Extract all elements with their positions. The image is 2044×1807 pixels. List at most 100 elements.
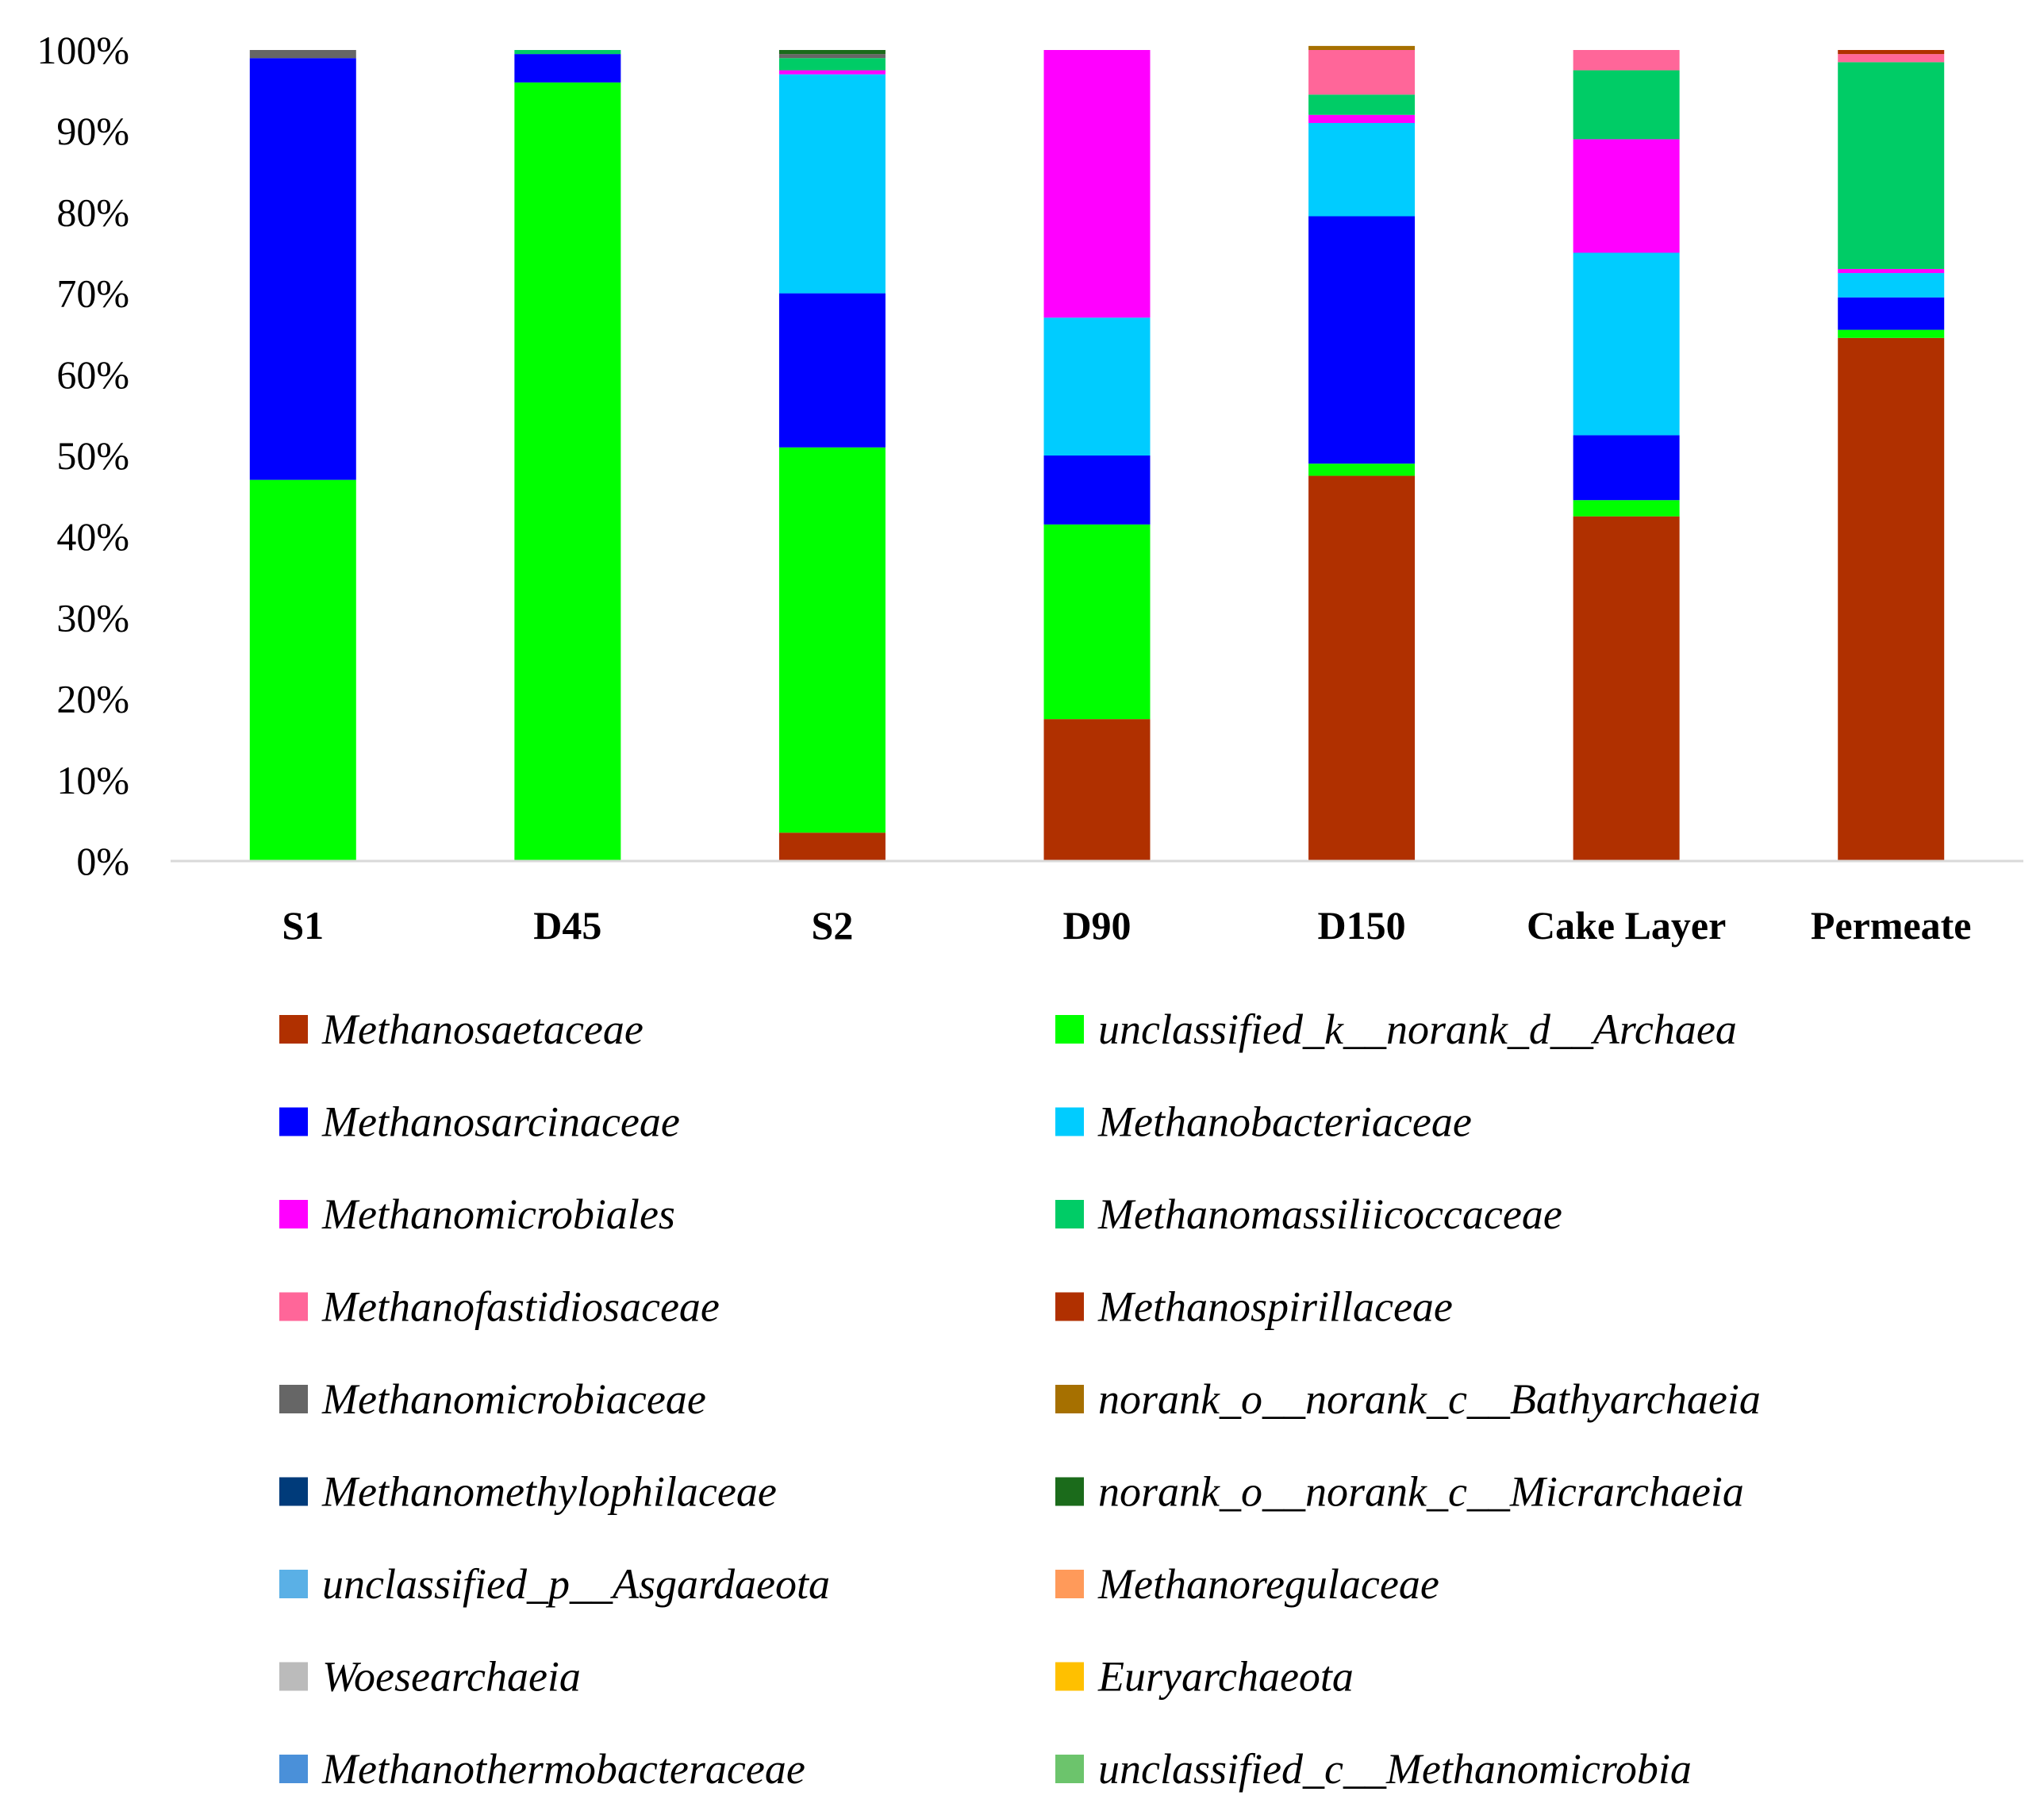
bar-segment-d45-unclassified-k-norank-d-archaea [514, 82, 621, 861]
legend-swatch-methanosaetaceae [279, 1015, 308, 1044]
x-category-label-permeate: Permeate [1811, 903, 1972, 948]
y-tick-label-0: 0% [76, 839, 129, 883]
legend-swatch-methanomassiliicoccaceae [1055, 1200, 1084, 1228]
bar-segment-s1-methanosarcinaceae [249, 58, 356, 480]
bar-segment-s2-methanobacteriaceae [778, 74, 886, 294]
legend-label-unclassified-p-asgardaeota: unclassified_p__Asgardaeota [322, 1560, 830, 1608]
legend-label-methanofastidiosaceae: Methanofastidiosaceae [321, 1283, 720, 1331]
bar-segment-cake-layer-methanosarcinaceae [1573, 435, 1680, 501]
x-category-label-s1: S1 [282, 903, 324, 948]
bar-segment-d90-methanomicrobiales [1043, 50, 1151, 318]
bar-segment-cake-layer-methanobacteriaceae [1573, 252, 1680, 436]
bar-segment-cake-layer-methanosaetaceae [1573, 516, 1680, 861]
bar-segment-d150-methanomassiliicoccaceae [1308, 94, 1416, 115]
bar-segment-d90-methanobacteriaceae [1043, 317, 1151, 456]
y-tick-label-2: 20% [56, 677, 129, 721]
bar-segment-s2-methanomicrobiales [778, 70, 886, 75]
legend-label-unclassified-c-methanomicrobia: unclassified_c__Methanomicrobia [1098, 1745, 1692, 1793]
legend-label-methanoregulaceae: Methanoregulaceae [1097, 1560, 1439, 1608]
bar-segment-cake-layer-methanomassiliicoccaceae [1573, 70, 1680, 140]
y-tick-label-1: 10% [56, 758, 129, 802]
y-tick-label-9: 90% [56, 109, 129, 153]
bar-segment-d90-unclassified-k-norank-d-archaea [1043, 524, 1151, 720]
legend-label-euryarchaeota: Euryarchaeota [1097, 1653, 1354, 1701]
bar-segment-d150-methanosarcinaceae [1308, 216, 1416, 464]
legend-swatch-norank-o-norank-c-bathyarchaeia [1055, 1385, 1084, 1413]
legend-label-methanothermobacteraceae: Methanothermobacteraceae [321, 1745, 805, 1793]
legend-label-methanosarcinaceae: Methanosarcinaceae [321, 1098, 680, 1146]
bar-segment-s1-methanomicrobiaceae [249, 50, 356, 59]
y-tick-label-4: 40% [56, 514, 129, 559]
bar-segment-s2-methanosarcinaceae [778, 293, 886, 448]
legend-label-methanomicrobiales: Methanomicrobiales [321, 1190, 675, 1238]
bar-segment-d90-methanosarcinaceae [1043, 456, 1151, 525]
legend-swatch-euryarchaeota [1055, 1662, 1084, 1691]
legend-swatch-unclassified-c-methanomicrobia [1055, 1755, 1084, 1783]
legend: Methanosaetaceae unclassified_k__norank_d… [279, 1005, 1761, 1793]
legend-swatch-methanofastidiosaceae [279, 1292, 308, 1321]
x-category-label-d90: D90 [1062, 903, 1131, 948]
y-tick-label-5: 50% [56, 433, 129, 478]
legend-swatch-methanosarcinaceae [279, 1107, 308, 1136]
x-axis-category-labels: S1 D45 S2 D90 D150 Cake Layer Permeate [282, 903, 1971, 948]
bar-segment-permeate-methanosaetaceae [1838, 337, 1945, 861]
legend-swatch-methanothermobacteraceae [279, 1755, 308, 1783]
x-category-label-s2: S2 [812, 903, 854, 948]
legend-label-methanospirillaceae: Methanospirillaceae [1097, 1283, 1453, 1331]
y-tick-label-7: 70% [56, 271, 129, 316]
bar-segment-d150-methanomicrobiales [1308, 114, 1416, 123]
legend-label-norank-o-norank-c-bathyarchaeia: norank_o__norank_c__Bathyarchaeia [1098, 1375, 1761, 1423]
x-category-label-d45: D45 [533, 903, 601, 948]
bar-segment-d150-methanofastidiosaceae [1308, 50, 1416, 95]
y-tick-label-10: 100% [36, 28, 129, 72]
bar-segment-d45-methanosarcinaceae [514, 54, 621, 83]
legend-label-methanomassiliicoccaceae: Methanomassiliicoccaceae [1097, 1190, 1562, 1238]
bar-segment-permeate-methanosarcinaceae [1838, 297, 1945, 330]
x-category-label-d150: D150 [1318, 903, 1406, 948]
legend-swatch-methanobacteriaceae [1055, 1107, 1084, 1136]
bar-segment-cake-layer-methanomicrobiales [1573, 139, 1680, 253]
bar-segment-d150-norank-o-norank-c-bathyarchaeia [1308, 45, 1416, 50]
legend-swatch-norank-o-norank-c-micrarchaeia [1055, 1477, 1084, 1506]
legend-label-woesearchaeia: Woesearchaeia [322, 1653, 581, 1701]
bar-segment-permeate-unclassified-k-norank-d-archaea [1838, 329, 1945, 338]
bar-segment-d150-methanobacteriaceae [1308, 122, 1416, 217]
legend-swatch-methanoregulaceae [1055, 1570, 1084, 1598]
bar-segment-permeate-methanomicrobiales [1838, 268, 1945, 274]
bar-segment-permeate-methanofastidiosaceae [1838, 54, 1945, 63]
bar-segment-permeate-methanomassiliicoccaceae [1838, 62, 1945, 269]
y-tick-label-6: 60% [56, 352, 129, 397]
bar-segment-s2-methanosaetaceae [778, 832, 886, 861]
legend-swatch-methanomethylophilaceae [279, 1477, 308, 1506]
bar-segment-d150-unclassified-k-norank-d-archaea [1308, 463, 1416, 476]
bar-segment-cake-layer-unclassified-k-norank-d-archaea [1573, 500, 1680, 517]
legend-swatch-methanomicrobiaceae [279, 1385, 308, 1413]
bar-segment-d45-methanomassiliicoccaceae [514, 50, 621, 55]
legend-label-methanomethylophilaceae: Methanomethylophilaceae [321, 1468, 777, 1516]
bar-segment-d150-methanosaetaceae [1308, 475, 1416, 861]
legend-swatch-methanomicrobiales [279, 1200, 308, 1228]
legend-label-methanomicrobiaceae: Methanomicrobiaceae [321, 1375, 706, 1423]
legend-label-unclassified-k-norank-d-archaea: unclassified_k__norank_d__Archaea [1098, 1005, 1737, 1053]
legend-swatch-unclassified-p-asgardaeota [279, 1570, 308, 1598]
bar-segment-s2-methanomicrobiaceae [778, 54, 886, 59]
bar-segment-cake-layer-methanofastidiosaceae [1573, 50, 1680, 71]
bar-stacks [249, 45, 1945, 861]
bar-segment-permeate-methanospirillaceae [1838, 50, 1945, 55]
bar-segment-s2-unclassified-k-norank-d-archaea [778, 447, 886, 833]
y-tick-label-3: 30% [56, 595, 129, 640]
legend-swatch-methanospirillaceae [1055, 1292, 1084, 1321]
legend-label-methanosaetaceae: Methanosaetaceae [321, 1005, 644, 1053]
y-axis-tick-labels: 0% 10% 20% 30% 40% 50% 60% 70% 80% 90% 100% [36, 28, 129, 883]
x-category-label-cake-layer: Cake Layer [1527, 903, 1726, 948]
bar-segment-d90-methanosaetaceae [1043, 719, 1151, 861]
legend-label-norank-o-norank-c-micrarchaeia: norank_o__norank_c__Micrarchaeia [1098, 1468, 1744, 1516]
legend-label-methanobacteriaceae: Methanobacteriaceae [1097, 1098, 1472, 1146]
legend-swatch-unclassified-k-norank-d-archaea [1055, 1015, 1084, 1044]
bar-segment-s2-methanomassiliicoccaceae [778, 58, 886, 71]
bar-segment-s1-unclassified-k-norank-d-archaea [249, 479, 356, 861]
bar-segment-s2-norank-o-norank-c-micrarchaeia [778, 50, 886, 55]
legend-swatch-woesearchaeia [279, 1662, 308, 1691]
bar-segment-permeate-methanobacteriaceae [1838, 273, 1945, 298]
